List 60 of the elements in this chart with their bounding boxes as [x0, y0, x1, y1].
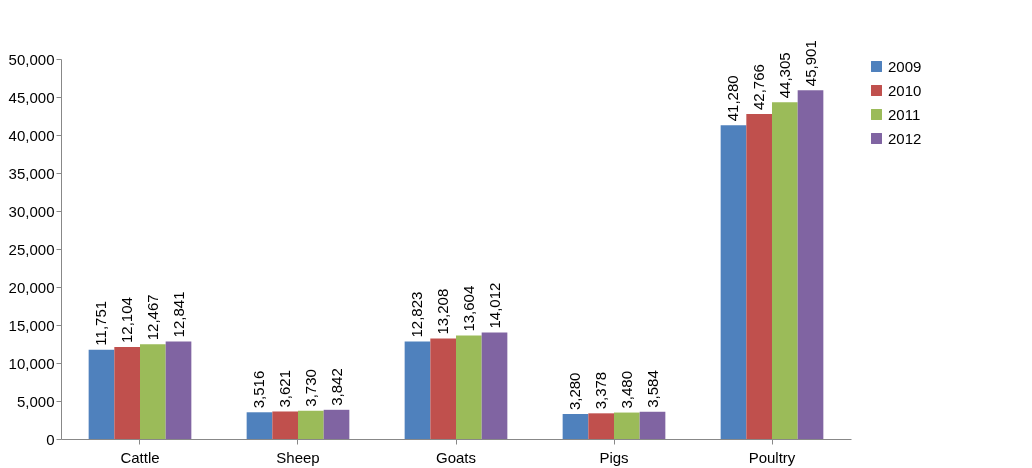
- bar: [246, 412, 273, 439]
- y-tick-label: 30,000: [8, 202, 55, 220]
- data-label: 44,305: [775, 52, 793, 99]
- data-label: 12,841: [169, 291, 187, 338]
- y-tick-label: 0: [46, 430, 55, 448]
- y-tick-label: 45,000: [8, 88, 55, 106]
- bar: [614, 412, 640, 439]
- data-label: 3,378: [592, 371, 610, 410]
- legend-label: 2011: [888, 105, 921, 123]
- x-tick-label: Cattle: [120, 448, 160, 466]
- data-label: 42,766: [750, 64, 768, 110]
- bar: [639, 411, 666, 439]
- y-tick-label: 10,000: [8, 354, 55, 372]
- data-label: 11,751: [92, 300, 110, 346]
- y-tick-label: 15,000: [8, 316, 55, 334]
- data-label: 41,280: [724, 75, 742, 122]
- x-tick-label: Poultry: [748, 448, 796, 466]
- y-tick-label: 40,000: [8, 126, 55, 144]
- bar: [481, 332, 508, 439]
- data-label: 3,621: [276, 369, 294, 408]
- bar: [298, 410, 324, 439]
- data-label: 14,012: [485, 282, 503, 329]
- data-label: 12,467: [143, 294, 161, 341]
- data-label: 13,604: [459, 285, 477, 332]
- data-label: 3,280: [566, 372, 584, 411]
- data-label: 3,842: [327, 368, 345, 406]
- bar: [404, 341, 431, 439]
- bar: [588, 413, 614, 439]
- x-tick-label: Pigs: [599, 448, 629, 466]
- bar: [430, 338, 456, 439]
- data-label: 12,823: [408, 291, 426, 338]
- legend-label: 2012: [888, 129, 922, 147]
- data-label: 3,480: [617, 371, 635, 409]
- y-tick-label: 35,000: [8, 164, 55, 182]
- y-tick-label: 20,000: [8, 278, 55, 296]
- bar: [114, 347, 140, 439]
- data-label: 3,730: [301, 369, 319, 407]
- x-tick-label: Goats: [435, 448, 477, 466]
- legend-label: 2010: [888, 81, 922, 99]
- data-label: 12,104: [118, 297, 136, 344]
- legend-label: 2009: [888, 57, 922, 75]
- bar: [562, 414, 589, 439]
- bar: [772, 102, 798, 439]
- y-tick-label: 50,000: [8, 50, 55, 68]
- data-label: 3,584: [643, 370, 661, 408]
- data-label: 3,516: [250, 370, 268, 409]
- bar: [272, 411, 298, 439]
- bar: [797, 90, 824, 439]
- data-label: 45,901: [801, 40, 819, 87]
- y-tick-label: 5,000: [16, 392, 55, 410]
- data-label: 13,208: [434, 288, 452, 335]
- bar: [88, 349, 115, 439]
- x-tick-label: Sheep: [276, 448, 320, 466]
- bar: [165, 341, 192, 439]
- bar: [323, 409, 350, 439]
- y-tick-label: 25,000: [8, 240, 55, 258]
- bar: [720, 125, 747, 439]
- bar: [140, 344, 166, 439]
- bar: [746, 113, 772, 439]
- bar: [456, 335, 482, 439]
